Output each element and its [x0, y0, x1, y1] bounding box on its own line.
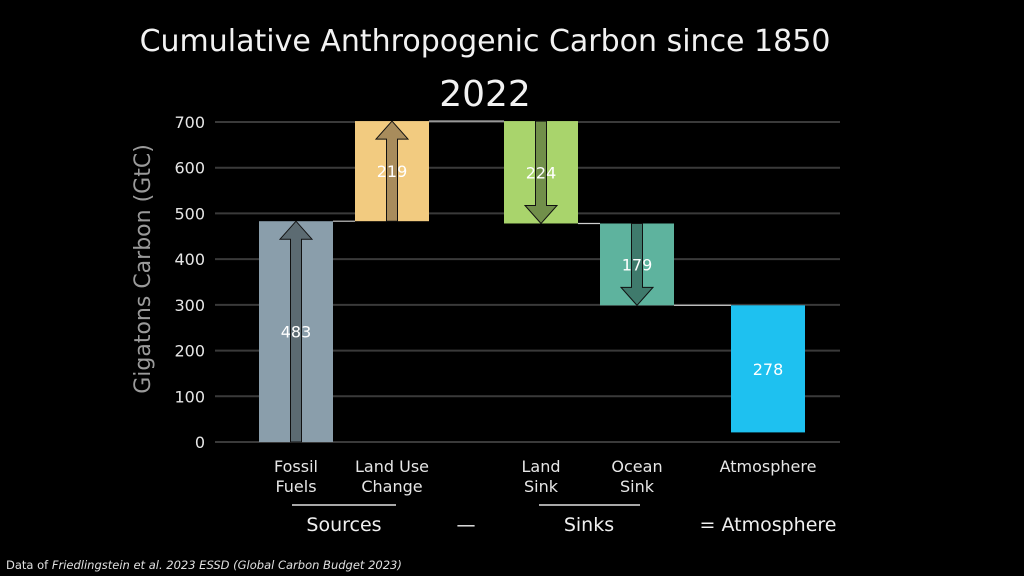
x-category-label: Land — [521, 457, 560, 476]
minus-sign: — — [457, 514, 476, 536]
credit-citation: Friedlingstein et al. 2023 ESSD (Global … — [51, 558, 402, 572]
bar-value-label: 219 — [377, 162, 408, 181]
x-category-label: Sink — [524, 477, 559, 496]
bar-value-label: 179 — [622, 255, 653, 274]
bar-value-label: 483 — [281, 323, 312, 342]
y-tick-label: 600 — [174, 159, 205, 178]
chart-title: Cumulative Anthropogenic Carbon since 18… — [139, 24, 831, 59]
y-tick-label: 100 — [174, 387, 205, 406]
bar-value-label: 224 — [526, 163, 557, 182]
x-category-label: Ocean — [611, 457, 662, 476]
y-tick-label: 700 — [174, 113, 205, 132]
x-category-label: Fuels — [275, 477, 316, 496]
arrow-up-icon — [374, 120, 410, 222]
y-tick-label: 0 — [195, 433, 205, 452]
y-tick-label: 400 — [174, 250, 205, 269]
arrow-down-icon — [523, 120, 559, 225]
arrow-up-icon — [278, 220, 314, 443]
x-category-label: Sink — [620, 477, 655, 496]
x-category-label: Change — [361, 477, 422, 496]
bar — [731, 305, 805, 433]
y-tick-label: 500 — [174, 204, 205, 223]
equals-atmosphere-label: = Atmosphere — [700, 514, 837, 536]
bar-value-label: 278 — [753, 360, 784, 379]
credit-prefix: Data of — [6, 558, 52, 572]
data-credit: Data of Friedlingstein et al. 2023 ESSD … — [6, 558, 402, 572]
y-tick-label: 200 — [174, 342, 205, 361]
x-category-label: Fossil — [274, 457, 318, 476]
x-category-label: Land Use — [355, 457, 429, 476]
sources-label: Sources — [306, 514, 381, 536]
y-tick-label: 300 — [174, 296, 205, 315]
arrow-down-icon — [619, 222, 655, 307]
sinks-label: Sinks — [564, 514, 614, 536]
x-category-label: Atmosphere — [720, 457, 817, 476]
y-axis-label: Gigatons Carbon (GtC) — [131, 144, 156, 394]
chart-subtitle: 2022 — [439, 74, 531, 115]
